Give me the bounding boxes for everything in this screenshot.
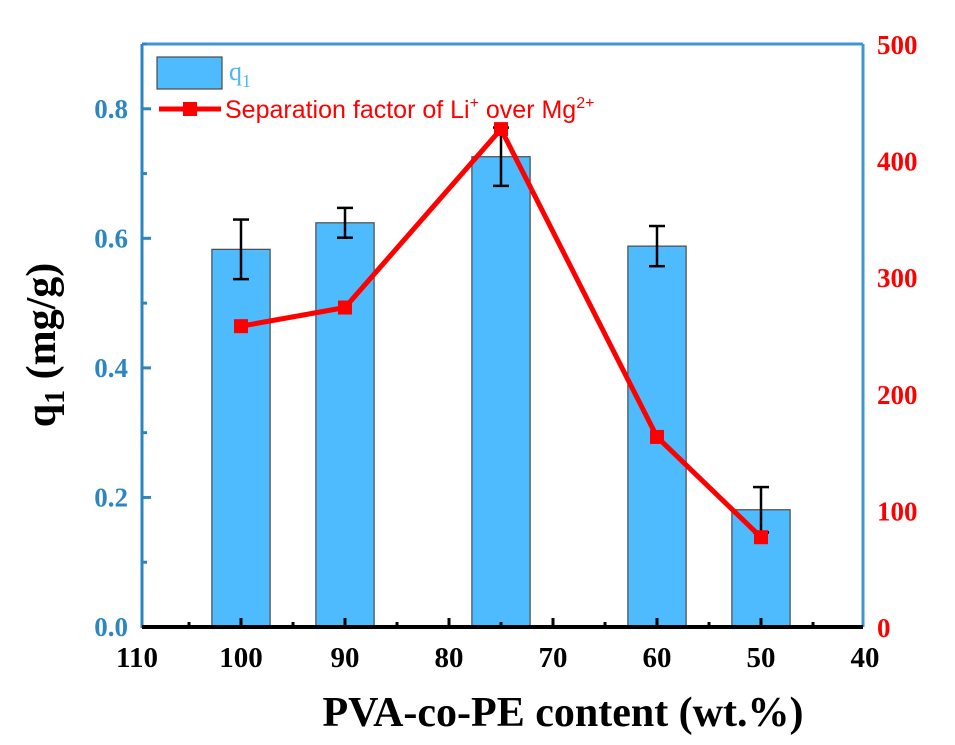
ylabel-unit: (mg/g): [19, 263, 65, 390]
bar-75: [471, 156, 531, 628]
y-right-tick-label: 200: [877, 380, 918, 410]
x-tick-label: 60: [643, 642, 672, 674]
bar-series: [211, 156, 791, 628]
y-right-tick-label: 300: [877, 263, 918, 293]
line-marker-75: [494, 122, 508, 137]
y-left-tick-label: 0.2: [94, 482, 128, 512]
x-tick-label: 40: [851, 642, 880, 674]
legend-sf-sup1: +: [470, 95, 479, 112]
legend-sf-part1: Separation factor of Li: [225, 96, 470, 124]
legend-bar-swatch: [156, 56, 223, 90]
x-tick-label: 110: [116, 642, 158, 674]
y-axis-left-label: q1 (mg/g): [19, 263, 71, 428]
plot-frame: [142, 42, 865, 627]
legend-line-marker: [183, 102, 197, 116]
line-marker-90: [338, 300, 352, 315]
y-right-tick-label: 500: [877, 30, 918, 60]
y-left-tick-label: 0.8: [94, 94, 128, 124]
legend-sf-part2: over Mg: [479, 96, 576, 124]
y-right-tick-label: 100: [877, 496, 918, 526]
line-series: [234, 122, 768, 545]
line-marker-50: [754, 530, 768, 545]
x-tick-label: 80: [435, 642, 464, 674]
bar-90: [315, 222, 375, 628]
line-marker-100: [234, 319, 248, 334]
x-axis-label: PVA-co-PE content (wt.%): [323, 690, 804, 736]
legend-label-q1: q1: [229, 57, 251, 91]
x-tick-label: 50: [747, 642, 776, 674]
legend: q1 Separation factor of Li+ over Mg2+: [156, 56, 594, 124]
x-tick-label: 70: [539, 642, 568, 674]
y-left-tick-label: 0.0: [94, 612, 128, 642]
ylabel-main: q: [19, 404, 65, 427]
legend-q-main: q: [229, 57, 242, 86]
x-tick-label: 90: [331, 642, 360, 674]
y-left-tick-label: 0.6: [94, 223, 128, 253]
ylabel-sub: 1: [40, 390, 71, 404]
bar-100: [211, 248, 271, 628]
legend-sf-sup2: 2+: [576, 95, 594, 112]
line-marker-60: [650, 429, 664, 444]
legend-label-separation-factor: Separation factor of Li+ over Mg2+: [225, 95, 594, 124]
y-right-tick-label: 400: [877, 147, 918, 177]
y-left-tick-label: 0.4: [94, 353, 128, 383]
x-tick-label: 100: [219, 642, 263, 674]
legend-q-sub: 1: [242, 71, 251, 91]
y-right-tick-label: 0: [877, 613, 891, 643]
axes: 0.0 0.2 0.4 0.6 0.8 0 100 200 300 400 500 110 100 90 8…: [94, 30, 917, 674]
